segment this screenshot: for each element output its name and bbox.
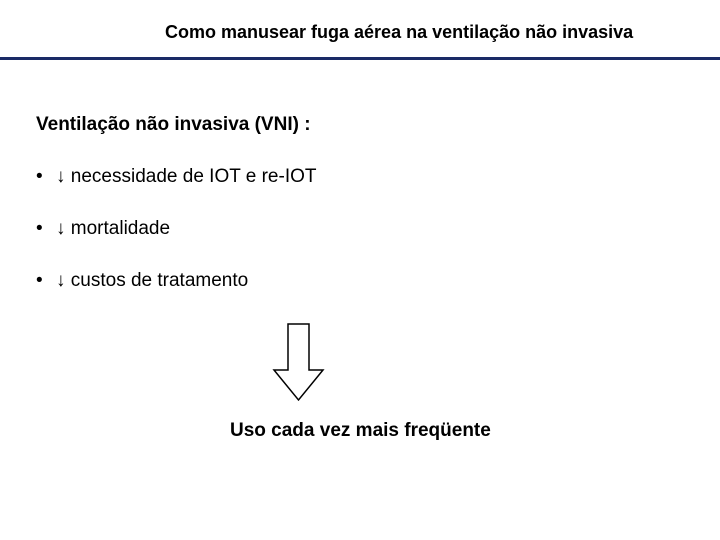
arrow-container [36, 322, 720, 402]
bullet-text: ↓ custos de tratamento [56, 270, 248, 292]
title-area: Como manusear fuga aérea na ventilação n… [0, 0, 720, 43]
bullet-marker: • [36, 166, 56, 188]
bullet-list: • ↓ necessidade de IOT e re-IOT • ↓ mort… [36, 166, 720, 292]
list-item: • ↓ mortalidade [36, 218, 720, 240]
list-item: • ↓ necessidade de IOT e re-IOT [36, 166, 720, 188]
list-item: • ↓ custos de tratamento [36, 270, 720, 292]
bullet-text: ↓ necessidade de IOT e re-IOT [56, 166, 317, 188]
slide-title: Como manusear fuga aérea na ventilação n… [165, 22, 680, 43]
down-arrow-icon [271, 322, 326, 402]
section-heading: Ventilação não invasiva (VNI) : [36, 114, 720, 136]
bullet-text: ↓ mortalidade [56, 218, 170, 240]
conclusion-text: Uso cada vez mais freqüente [36, 420, 720, 442]
content-area: Ventilação não invasiva (VNI) : • ↓ nece… [0, 60, 720, 442]
bullet-marker: • [36, 270, 56, 292]
bullet-marker: • [36, 218, 56, 240]
